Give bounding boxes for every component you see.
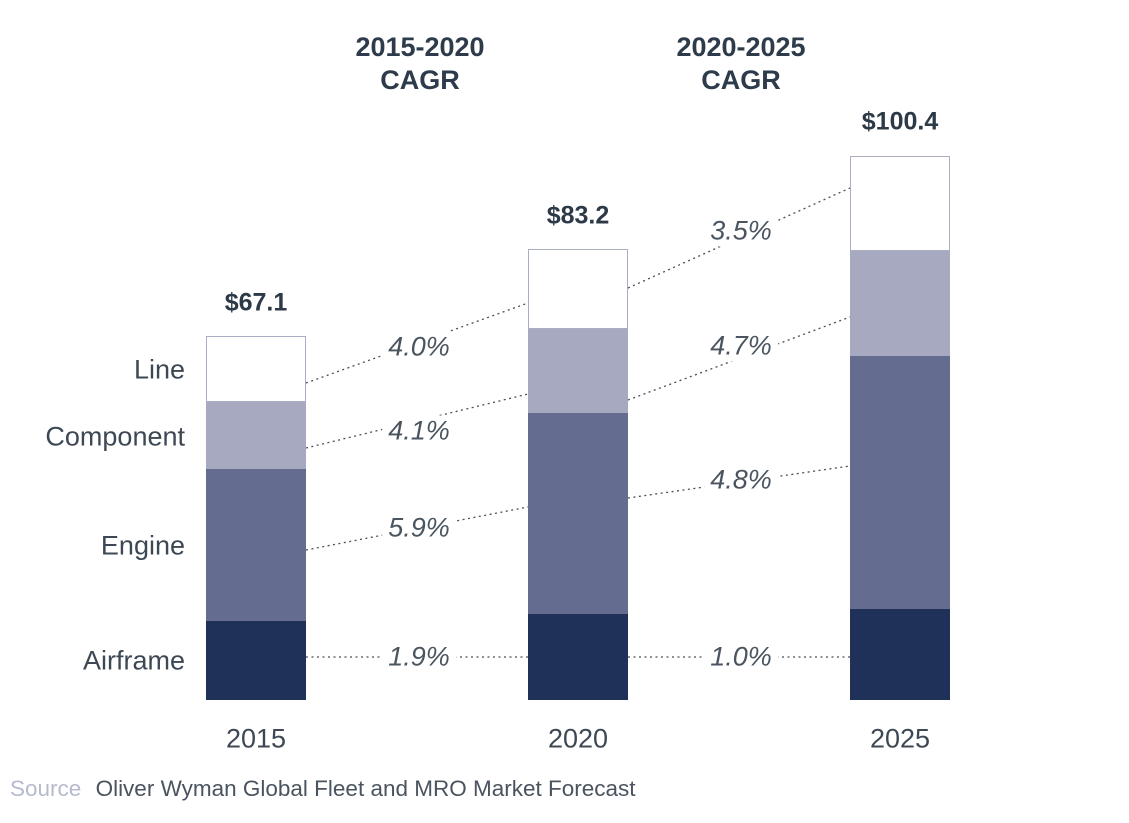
stacked-bar-2025 xyxy=(850,156,950,700)
segment-label-airframe: Airframe xyxy=(82,645,185,676)
cagr-value-component-2020-2025: 4.7% xyxy=(704,330,778,362)
segment-label-line: Line xyxy=(133,354,185,385)
cagr-header-range: 2015-2020 xyxy=(355,32,485,62)
cagr-value-line-2015-2020: 4.0% xyxy=(382,331,456,363)
segment-label-engine: Engine xyxy=(100,530,185,561)
cagr-value-engine-2015-2020: 5.9% xyxy=(382,512,456,544)
cagr-value-component-2015-2020: 4.1% xyxy=(382,415,456,447)
cagr-value-engine-2020-2025: 4.8% xyxy=(704,464,778,496)
source-text: Oliver Wyman Global Fleet and MRO Market… xyxy=(95,776,636,801)
cagr-header-range: 2020-2025 xyxy=(676,32,806,62)
cagr-header-caption: CAGR xyxy=(701,65,781,95)
bar-segment-engine xyxy=(206,469,306,621)
bar-total-2025: $100.4 xyxy=(861,107,939,136)
bar-segment-line xyxy=(850,156,950,251)
cagr-header-caption: CAGR xyxy=(380,65,460,95)
bar-segment-component xyxy=(206,402,306,469)
bar-segment-component xyxy=(850,251,950,356)
cagr-value-line-2020-2025: 3.5% xyxy=(704,215,778,247)
source-label: Source xyxy=(10,776,82,801)
bar-segment-airframe xyxy=(206,621,306,700)
stacked-bar-2020 xyxy=(528,249,628,700)
bar-segment-line xyxy=(528,249,628,329)
cagr-value-airframe-2015-2020: 1.9% xyxy=(382,641,456,673)
bar-total-2015: $67.1 xyxy=(224,288,288,317)
x-axis-label-2025: 2025 xyxy=(869,723,931,754)
bar-segment-airframe xyxy=(528,614,628,700)
bar-segment-engine xyxy=(528,413,628,614)
bar-total-2020: $83.2 xyxy=(546,201,610,230)
segment-label-component: Component xyxy=(45,421,185,452)
x-axis-label-2015: 2015 xyxy=(225,723,287,754)
cagr-value-airframe-2020-2025: 1.0% xyxy=(704,641,778,673)
bar-segment-line xyxy=(206,336,306,402)
stacked-bar-2015 xyxy=(206,336,306,700)
bar-segment-engine xyxy=(850,356,950,609)
x-axis-label-2020: 2020 xyxy=(547,723,609,754)
bar-segment-airframe xyxy=(850,609,950,700)
cagr-header-2015-2020: 2015-2020 CAGR xyxy=(300,31,540,97)
source-line: Source Oliver Wyman Global Fleet and MRO… xyxy=(10,776,636,802)
bar-segment-component xyxy=(528,329,628,413)
cagr-header-2020-2025: 2020-2025 CAGR xyxy=(621,31,861,97)
